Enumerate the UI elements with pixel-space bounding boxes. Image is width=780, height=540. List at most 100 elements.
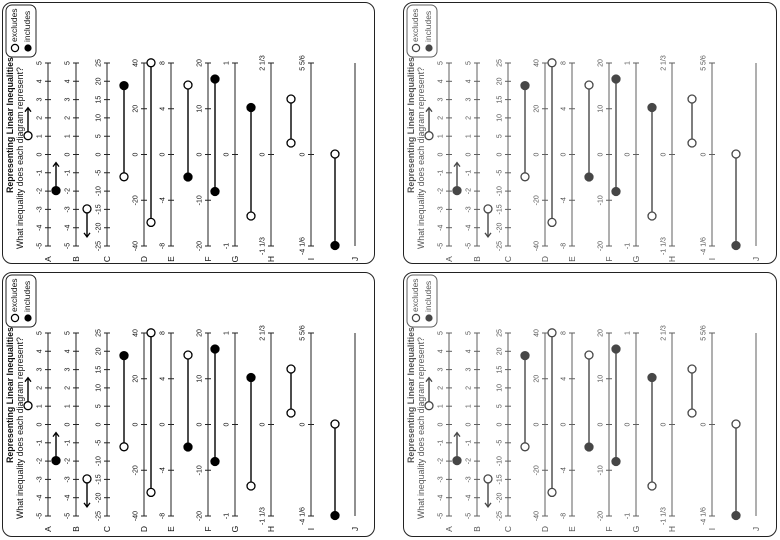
tick-label: 20 [534,105,541,113]
tick-label: 20 [534,375,541,383]
inequality-mark-i [286,94,296,148]
number-line-d: D -40 -20 0 20 40 [534,59,551,262]
tick-label: 10 [598,375,605,383]
endpoint-dot [330,419,340,429]
tick-label: -4 [37,494,44,500]
tick-label: 5 [497,134,504,138]
tick-label: 10 [96,384,103,392]
tick-label: 1 [224,331,231,335]
legend-excludes-label: excludes [9,278,19,312]
inequality-mark-c [82,474,92,508]
tick-label: -4 [438,224,445,230]
endpoint-dot [611,186,621,197]
tick-label: -2 [37,458,44,464]
number-line-e: E -8 -4 0 4 8 [160,331,177,532]
line-letter: F [604,256,614,261]
tick-label: 4 [466,349,473,353]
legend: excludes includes [406,274,438,328]
tick-label: 5 [37,331,44,335]
number-line-a: A -5 -4 -3 -2 -1 0 1 2 3 4 5 [438,331,455,532]
line-letter: I [306,528,316,530]
endpoint-dot [286,364,296,374]
endpoint-dot [246,481,256,491]
tick-label: -25 [96,241,103,251]
legend-includes-label: includes [423,11,433,42]
tick-label: -10 [497,456,504,466]
tick-label: 2 [466,386,473,390]
inequality-mark-e [547,58,557,228]
worksheet-panel-top-left: excludes includes Representing Linear Ineq… [2,2,375,264]
arrow-head-icon [52,161,60,167]
tick-label: -5 [438,243,445,249]
line-letter: B [71,256,81,262]
tick-label: -15 [497,474,504,484]
tick-label: 0 [197,152,204,156]
legend: excludes includes [5,274,37,328]
number-line-d: D -40 -20 0 20 40 [133,59,150,262]
tick-label: -5 [96,170,103,176]
tick-label: -15 [96,474,103,484]
legend-box [5,274,37,328]
tick-label: 5 5/6 [300,55,307,71]
tick-label: 0 [438,422,445,426]
tick-label: 3 [65,368,72,372]
inequality-mark-b [452,161,462,196]
endpoint-dot [647,372,657,383]
tick-label: -4 [466,224,473,230]
inequality-mark-g [210,74,220,197]
line-letter: F [203,256,213,261]
tick-label: -4 1/6 [701,237,708,255]
endpoint-dot [584,442,594,452]
open-circle-icon [411,313,421,323]
endpoint-dot [146,58,156,68]
number-line-f: F -20 -10 0 10 20 [197,329,214,532]
tick-label: 3 [438,368,445,372]
worksheet-title: Representing Linear Inequalities [5,57,15,193]
line-letter: H [266,526,276,532]
tick-label: -1 [65,170,72,176]
worksheet-panel-top-right: excludes includes Representing Linear Ineq… [403,2,777,264]
number-line-e: E -8 -4 0 4 8 [561,61,578,262]
line-letter: J [751,257,761,261]
tick-label: -25 [96,511,103,521]
tick-label: -10 [497,186,504,196]
tick-label: -4 1/6 [300,237,307,255]
line-letter: B [71,526,81,532]
tick-label: 0 [37,422,44,426]
arrow-head-icon [83,232,91,238]
endpoint-dot [611,344,621,354]
endpoint-dot [246,102,256,113]
endpoint-dot [547,217,557,228]
tick-label: -10 [598,465,605,475]
tick-label: -2 [65,188,72,194]
line-letter: B [472,526,482,532]
tick-label: 20 [96,347,103,355]
tick-label: -5 [96,440,103,446]
tick-label: 0 [625,152,632,156]
tick-label: -10 [96,456,103,466]
line-letter: C [102,256,112,262]
tick-label: 8 [561,61,568,65]
endpoint-dot [452,455,462,466]
line-letter: A [43,526,53,532]
tick-label: 0 [561,422,568,426]
tick-label: 0 [224,152,231,156]
line-letter: C [102,526,112,532]
arrow-head-icon [453,161,461,167]
line-letter: B [472,256,482,262]
tick-label: -40 [133,511,140,521]
tick-label: 1 [466,404,473,408]
tick-label: 8 [561,331,568,335]
endpoint-dot [520,350,530,361]
tick-label: 1 [65,404,72,408]
tick-label: -1 [466,440,473,446]
tick-label: -20 [497,493,504,503]
tick-label: 1 [224,61,231,65]
tick-label: -10 [598,195,605,205]
tick-label: 5 5/6 [300,325,307,341]
number-line-j: J [751,333,761,531]
tick-label: -20 [598,241,605,251]
tick-label: 5 5/6 [701,325,708,341]
line-letter: E [166,256,176,262]
